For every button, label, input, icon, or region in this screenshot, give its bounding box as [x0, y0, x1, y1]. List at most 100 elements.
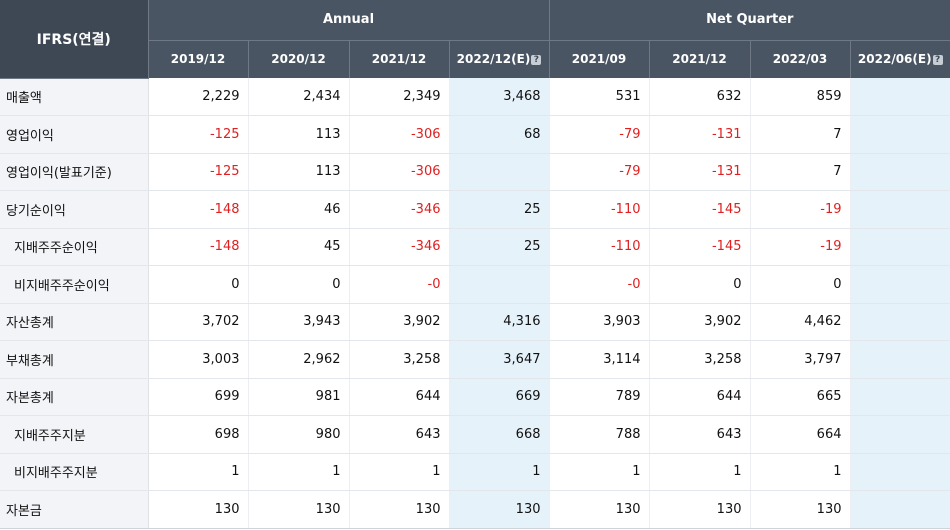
table-cell: 665 — [750, 378, 851, 416]
table-cell: 130 — [248, 490, 350, 529]
table-cell: 3,647 — [449, 340, 550, 379]
table-row: 영업이익 -125 113 -306 68 -79 -131 7 — [0, 115, 950, 154]
table-cell: -19 — [750, 190, 851, 229]
period-header: 2022/06(E)? — [850, 40, 950, 78]
table-cell: 980 — [248, 415, 350, 454]
row-label: 지배주주순이익 — [0, 228, 149, 266]
table-cell: 1 — [449, 453, 550, 491]
row-label: 지배주주지분 — [0, 415, 149, 454]
table-cell — [850, 228, 950, 266]
table-cell: 130 — [449, 490, 550, 529]
table-cell — [850, 78, 950, 116]
table-cell: 7 — [750, 153, 851, 191]
table-cell: 644 — [649, 378, 751, 416]
table-cell: 3,258 — [649, 340, 751, 379]
period-header: 2021/12 — [349, 40, 450, 78]
table-cell — [850, 265, 950, 304]
period-label: 2022/12(E) — [456, 52, 531, 67]
help-icon[interactable]: ? — [932, 55, 943, 66]
table-row: 비지배주주지분 1 1 1 1 1 1 1 — [0, 453, 950, 491]
table-cell: -125 — [148, 153, 249, 191]
row-label: 자본총계 — [0, 378, 149, 416]
table-cell: 25 — [449, 190, 550, 229]
table-cell: 1 — [349, 453, 450, 491]
table-cell — [850, 490, 950, 529]
table-cell — [850, 378, 950, 416]
row-label: 비지배주주지분 — [0, 453, 149, 491]
period-label: 2020/12 — [271, 52, 326, 67]
period-header: 2019/12 — [148, 40, 249, 78]
table-cell: 643 — [649, 415, 751, 454]
table-cell: -145 — [649, 228, 751, 266]
table-cell: 2,434 — [248, 78, 350, 116]
table-cell: -79 — [549, 115, 650, 154]
table-cell: 664 — [750, 415, 851, 454]
table-cell: -145 — [649, 190, 751, 229]
table-cell: -346 — [349, 228, 450, 266]
table-cell: 113 — [248, 153, 350, 191]
row-label: 매출액 — [0, 78, 149, 116]
table-cell — [850, 190, 950, 229]
table-cell — [449, 265, 550, 304]
table-cell: -346 — [349, 190, 450, 229]
table-cell: 788 — [549, 415, 650, 454]
table-corner-header: IFRS(연결) — [0, 0, 149, 79]
table-cell: 113 — [248, 115, 350, 154]
table-cell: 531 — [549, 78, 650, 116]
table-cell: 668 — [449, 415, 550, 454]
table-cell: 130 — [750, 490, 851, 529]
table-cell: 46 — [248, 190, 350, 229]
table-row: 자본총계 699 981 644 669 789 644 665 — [0, 378, 950, 416]
group-header-net-quarter: Net Quarter — [549, 0, 950, 41]
table-cell: 3,903 — [549, 303, 650, 341]
table-cell — [850, 153, 950, 191]
group-header-annual: Annual — [148, 0, 550, 41]
table-cell: 3,797 — [750, 340, 851, 379]
table-cell — [850, 115, 950, 154]
help-icon[interactable]: ? — [531, 55, 542, 66]
table-cell: -306 — [349, 115, 450, 154]
table-cell: 0 — [148, 265, 249, 304]
table-row: 지배주주순이익 -148 45 -346 25 -110 -145 -19 — [0, 228, 950, 266]
table-cell: -0 — [549, 265, 650, 304]
table-cell: 3,003 — [148, 340, 249, 379]
table-cell: 789 — [549, 378, 650, 416]
table-cell: 3,702 — [148, 303, 249, 341]
period-label: 2019/12 — [170, 52, 226, 67]
table-cell: 1 — [750, 453, 851, 491]
period-header: 2021/12 — [649, 40, 751, 78]
table-cell: 1 — [649, 453, 751, 491]
period-label: 2022/03 — [772, 52, 828, 67]
table-cell: -0 — [349, 265, 450, 304]
table-row: 매출액 2,229 2,434 2,349 3,468 531 632 859 — [0, 78, 950, 116]
table-cell: 3,902 — [649, 303, 751, 341]
table-cell: 3,468 — [449, 78, 550, 116]
table-cell: 130 — [649, 490, 751, 529]
table-cell: 698 — [148, 415, 249, 454]
period-header: 2022/03 — [750, 40, 851, 78]
table-cell: 643 — [349, 415, 450, 454]
table-row: 자본금 130 130 130 130 130 130 130 — [0, 490, 950, 529]
period-label: 2021/09 — [571, 52, 627, 67]
table-cell: -110 — [549, 190, 650, 229]
table-cell: 3,114 — [549, 340, 650, 379]
table-cell: 859 — [750, 78, 851, 116]
table-cell — [850, 415, 950, 454]
table-cell: 68 — [449, 115, 550, 154]
period-label: 2021/12 — [371, 52, 427, 67]
table-cell: 4,316 — [449, 303, 550, 341]
table-cell: 130 — [549, 490, 650, 529]
table-cell: 130 — [148, 490, 249, 529]
table-cell: 0 — [248, 265, 350, 304]
table-row: 영업이익(발표기준) -125 113 -306 -79 -131 7 — [0, 153, 950, 191]
table-cell: -131 — [649, 153, 751, 191]
period-header: 2022/12(E)? — [449, 40, 550, 78]
period-header: 2020/12 — [248, 40, 350, 78]
table-row: 부채총계 3,003 2,962 3,258 3,647 3,114 3,258 3,797 — [0, 340, 950, 379]
table-cell: 632 — [649, 78, 751, 116]
row-label: 영업이익(발표기준) — [0, 153, 149, 191]
table-row: 지배주주지분 698 980 643 668 788 643 664 — [0, 415, 950, 454]
table-cell: 3,943 — [248, 303, 350, 341]
row-label: 부채총계 — [0, 340, 149, 379]
